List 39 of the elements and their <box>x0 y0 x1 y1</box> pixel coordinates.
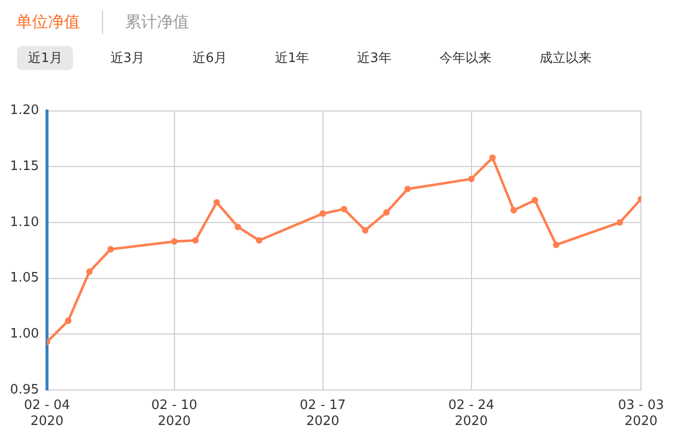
point <box>489 154 496 161</box>
y-tick-label: 0.95 <box>10 382 39 398</box>
point <box>362 227 368 234</box>
text: 近3年 <box>356 50 392 68</box>
text: 近6月 <box>192 50 228 68</box>
y-tick-label: 1.00 <box>10 326 39 342</box>
x-tick-label: 03 - 03 2020 <box>618 398 664 429</box>
y-tick-label: 1.15 <box>10 159 39 174</box>
point <box>107 246 114 253</box>
point <box>213 199 220 206</box>
y-tick-label: 1.20 <box>10 103 39 118</box>
chart-subtitle: 累计净值 <box>125 12 189 32</box>
point <box>256 237 262 244</box>
point <box>192 237 199 244</box>
y-tick-label: 1.10 <box>10 214 39 230</box>
x-tick-label: 02 - 17 2020 <box>300 398 346 429</box>
x-tick-label: 02 - 04 2020 <box>24 398 70 429</box>
x-tick-label: 02 - 10 2020 <box>151 398 198 429</box>
text: 成立以来 <box>538 50 592 68</box>
point <box>552 242 560 248</box>
point <box>171 238 178 245</box>
point <box>340 206 348 212</box>
text: 近1月 <box>17 46 74 70</box>
point <box>468 176 475 182</box>
chart-title: 单位净值 <box>16 12 80 32</box>
point <box>234 224 242 230</box>
point <box>510 206 517 214</box>
text: 近1年 <box>274 50 310 68</box>
text: 近3月 <box>109 50 146 68</box>
point <box>320 210 326 217</box>
x-tick-label: 02 - 24 2020 <box>448 398 494 429</box>
point <box>64 318 72 324</box>
y-tick-label: 1.05 <box>10 270 39 286</box>
point <box>616 219 624 226</box>
text: 今年以来 <box>438 50 492 68</box>
point <box>383 209 390 216</box>
point <box>404 186 411 192</box>
point <box>86 268 93 275</box>
point <box>532 196 538 204</box>
